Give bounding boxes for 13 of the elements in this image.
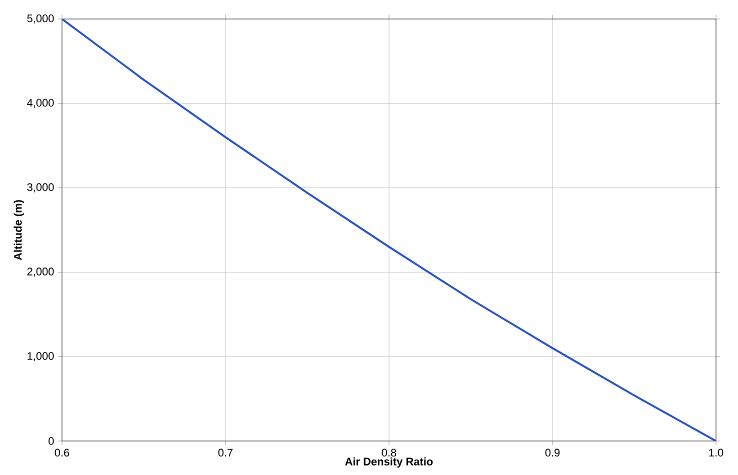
y-tick-label: 1,000 [28, 352, 54, 362]
x-tick-label: 0.8 [382, 448, 396, 457]
y-tick-label: 2,000 [27, 268, 54, 277]
y-tick-label: 0 [48, 437, 54, 445]
y-axis-title: Altitude (m) [14, 200, 24, 260]
x-axis-title: Air Density Ratio [345, 457, 433, 468]
x-tick-label: 0.7 [218, 448, 233, 457]
y-tick-label: 5,000 [27, 14, 54, 24]
x-tick-label: 0.9 [545, 448, 560, 457]
x-tick-label: 0.6 [54, 448, 70, 457]
y-tick-label: 3,000 [27, 183, 54, 192]
x-tick-label: 1.0 [709, 448, 724, 457]
y-tick-label: 4,000 [27, 98, 54, 108]
